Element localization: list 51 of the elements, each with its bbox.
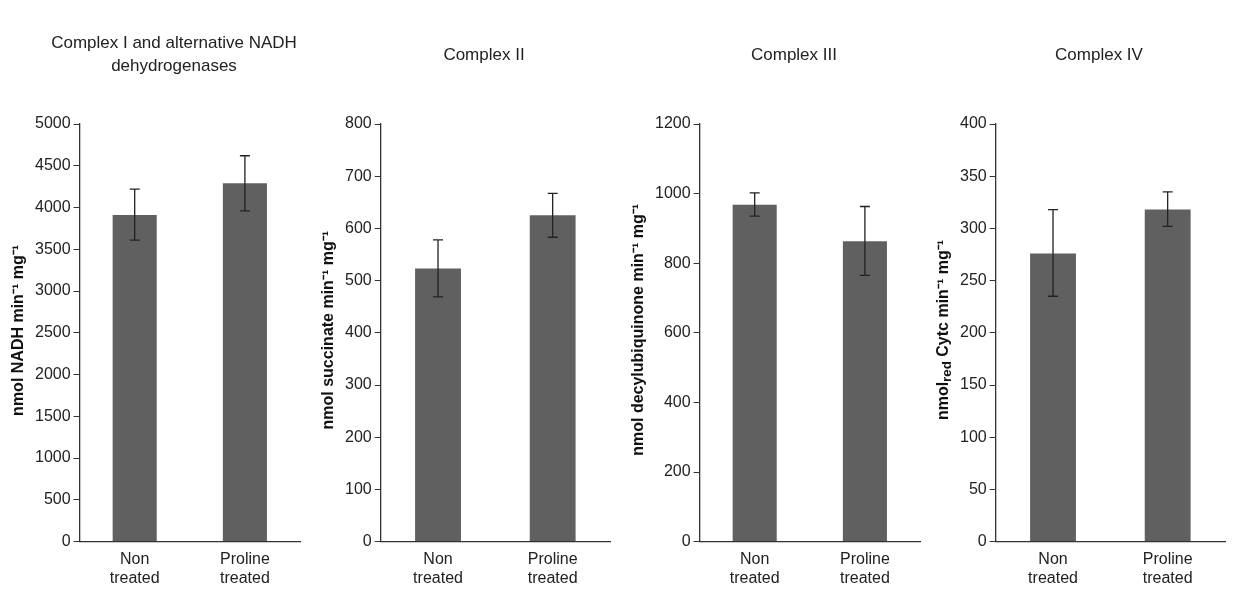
y-axis-title: nmol NADH min⁻¹ mg⁻¹ <box>8 244 27 416</box>
y-tick-label: 250 <box>959 271 987 289</box>
y-tick-label: 200 <box>344 427 372 445</box>
y-tick-label: 50 <box>968 479 987 497</box>
y-tick-label: 600 <box>663 323 691 341</box>
y-tick-label: 150 <box>959 375 987 393</box>
y-tick-label: 200 <box>663 462 691 480</box>
y-tick-label: 2000 <box>35 364 71 382</box>
y-tick-label: 500 <box>43 490 71 508</box>
y-tick-label: 0 <box>977 532 987 550</box>
x-tick-label: Non treated <box>109 549 160 586</box>
y-tick-label: 3500 <box>35 239 71 257</box>
x-tick-label: Proline treated <box>1142 549 1193 586</box>
y-tick-label: 1500 <box>35 406 71 424</box>
x-tick-label: Non treated <box>413 549 463 586</box>
y-tick-label: 300 <box>959 218 987 236</box>
x-tick-label: Proline treated <box>219 549 270 586</box>
y-tick-label: 0 <box>362 532 372 550</box>
chart-title: Complex I and alternative NADH dehydrogenases <box>50 32 298 77</box>
y-tick-label: 4500 <box>35 156 71 174</box>
y-tick-label: 800 <box>344 114 372 132</box>
x-tick-label: Proline treated <box>527 549 578 586</box>
y-tick-label: 0 <box>681 532 691 550</box>
y-axis-title: nmol succinate min⁻¹ mg⁻¹ <box>318 230 337 430</box>
y-tick-label: 0 <box>61 532 71 550</box>
y-tick-label: 400 <box>663 392 691 410</box>
x-tick-label: Non treated <box>1028 549 1078 586</box>
y-tick-label: 600 <box>344 218 372 236</box>
y-tick-label: 350 <box>959 166 987 184</box>
y-axis-title: nmol decylubiquinone min⁻¹ mg⁻¹ <box>628 204 647 456</box>
y-tick-label: 1000 <box>655 184 691 202</box>
y-tick-label: 400 <box>344 323 372 341</box>
y-tick-label: 400 <box>959 114 987 132</box>
y-tick-label: 1200 <box>655 114 691 132</box>
y-tick-label: 2500 <box>35 323 71 341</box>
chart-title: Complex III <box>750 43 838 66</box>
y-tick-label: 700 <box>344 166 372 184</box>
y-tick-label: 100 <box>344 479 372 497</box>
y-tick-label: 200 <box>959 323 987 341</box>
y-tick-label: 800 <box>663 253 691 271</box>
y-tick-label: 100 <box>959 427 987 445</box>
x-tick-label: Non treated <box>729 549 780 586</box>
y-tick-label: 500 <box>344 271 372 289</box>
chart-title: Complex IV <box>1054 43 1144 66</box>
y-tick-label: 4000 <box>35 197 71 215</box>
y-tick-label: 1000 <box>35 448 71 466</box>
y-tick-label: 3000 <box>35 281 71 299</box>
y-tick-label: 5000 <box>35 114 71 132</box>
y-tick-label: 300 <box>344 375 372 393</box>
x-tick-label: Proline treated <box>839 549 890 586</box>
chart-title: Complex II <box>442 43 526 66</box>
